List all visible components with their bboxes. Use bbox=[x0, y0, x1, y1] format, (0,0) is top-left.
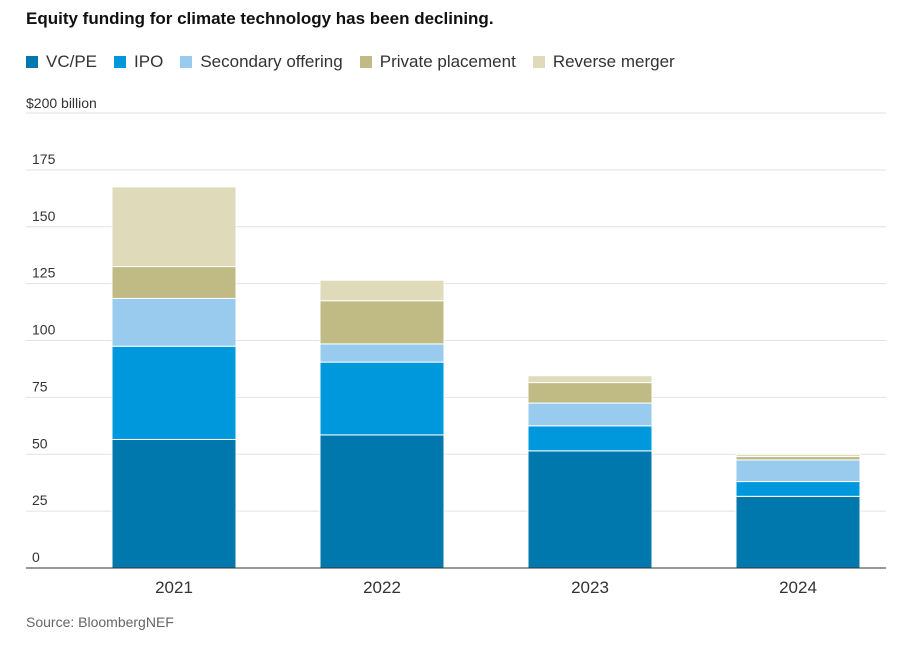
legend-item-ipo: IPO bbox=[114, 52, 163, 72]
legend-swatch-ipo bbox=[114, 56, 127, 68]
source-note: Source: BloombergNEF bbox=[26, 614, 174, 630]
bar-segment bbox=[527, 425, 653, 452]
y-tick-label: 125 bbox=[32, 265, 56, 281]
y-axis-unit-label: $200 billion bbox=[26, 95, 97, 111]
bar-segment bbox=[319, 343, 445, 363]
bar-segment bbox=[527, 450, 653, 569]
y-tick-label: 50 bbox=[32, 435, 48, 451]
legend-item-vc-pe: VC/PE bbox=[26, 52, 97, 72]
bar-segment bbox=[735, 495, 861, 569]
chart-title: Equity funding for climate technology ha… bbox=[26, 9, 494, 28]
bar-segment bbox=[111, 345, 237, 440]
y-tick-label: 100 bbox=[32, 322, 56, 338]
x-tick-label: 2024 bbox=[779, 578, 817, 597]
bar-segment bbox=[527, 382, 653, 404]
legend-item-reverse-merger: Reverse merger bbox=[532, 52, 675, 72]
bar-segment bbox=[527, 402, 653, 427]
bar-segment bbox=[111, 186, 237, 268]
bar-segment bbox=[527, 375, 653, 384]
bar-segment bbox=[735, 459, 861, 483]
bar-segment bbox=[735, 453, 861, 458]
legend: VC/PE IPO Secondary offering Private pla… bbox=[26, 52, 692, 72]
legend-label-vc-pe: VC/PE bbox=[46, 52, 98, 71]
y-tick-label: 25 bbox=[32, 492, 48, 508]
legend-item-private-placement: Private placement bbox=[359, 52, 516, 72]
legend-label-ipo: IPO bbox=[134, 52, 164, 71]
y-tick-label: 75 bbox=[32, 378, 48, 394]
bar-segment bbox=[319, 434, 445, 569]
bar-segment bbox=[319, 279, 445, 302]
legend-swatch-reverse-merger bbox=[532, 56, 545, 68]
bar-segment bbox=[111, 438, 237, 569]
bar-segment bbox=[319, 300, 445, 345]
legend-swatch-private-placement bbox=[359, 56, 372, 68]
legend-label-private-placement: Private placement bbox=[379, 52, 516, 71]
x-tick-label: 2023 bbox=[571, 578, 609, 597]
bar-segment bbox=[319, 361, 445, 436]
legend-swatch-vc-pe bbox=[26, 56, 38, 68]
bar-segment bbox=[735, 481, 861, 497]
legend-label-secondary-offering: Secondary offering bbox=[200, 52, 343, 71]
bar-segment bbox=[111, 266, 237, 299]
x-tick-label: 2022 bbox=[363, 578, 401, 597]
bar-segment bbox=[735, 456, 861, 461]
y-tick-label: 175 bbox=[32, 151, 56, 167]
bar-segment bbox=[111, 297, 237, 347]
legend-swatch-secondary-offering bbox=[180, 56, 193, 68]
y-tick-label: 150 bbox=[32, 208, 56, 224]
y-tick-label: 0 bbox=[32, 549, 40, 565]
legend-label-reverse-merger: Reverse merger bbox=[552, 52, 675, 71]
x-tick-label: 2021 bbox=[155, 578, 193, 597]
legend-item-secondary-offering: Secondary offering bbox=[180, 52, 343, 72]
